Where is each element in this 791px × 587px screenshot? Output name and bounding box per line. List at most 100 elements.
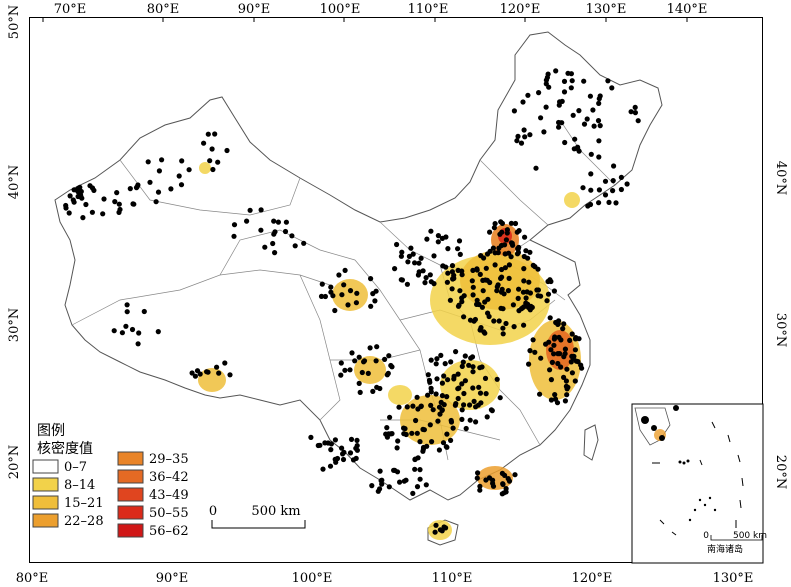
sample-point: [135, 341, 141, 347]
sample-point: [444, 394, 450, 400]
sample-point: [518, 306, 525, 312]
top-label: 70°E: [54, 2, 87, 17]
left-label: 40°N: [7, 165, 22, 199]
sample-point: [215, 159, 221, 165]
sample-point: [576, 148, 582, 154]
sample-point: [516, 228, 522, 234]
sample-point: [543, 81, 549, 87]
sample-point: [486, 475, 493, 481]
sample-point: [367, 345, 373, 351]
sample-point: [420, 268, 426, 274]
sample-point: [345, 302, 351, 308]
sample-point: [569, 331, 575, 337]
sample-point: [123, 323, 129, 329]
sample-point: [451, 373, 457, 379]
legend-swatch: [117, 469, 144, 484]
right-label: 20°N: [773, 455, 788, 489]
sample-point: [628, 109, 634, 115]
sample-point: [425, 372, 431, 378]
sample-point: [192, 373, 198, 379]
sample-point: [155, 329, 161, 335]
sample-point: [585, 203, 591, 209]
sample-point: [394, 241, 400, 248]
sample-point: [428, 357, 434, 363]
sample-point: [189, 370, 195, 376]
sample-point: [424, 236, 430, 242]
sample-point: [420, 448, 426, 454]
scale-zero: 0: [209, 504, 217, 519]
sample-point: [506, 262, 512, 268]
sample-point: [421, 427, 427, 433]
legend-subtitle: 核密度值: [37, 440, 93, 457]
inset-caption: 南海诸岛: [707, 543, 743, 555]
sample-point: [435, 233, 441, 239]
legend-label: 8–14: [64, 478, 95, 493]
sample-point: [606, 199, 612, 205]
sample-point: [500, 481, 506, 487]
left-label: 30°N: [7, 308, 22, 342]
sample-point: [168, 186, 174, 192]
sample-point: [474, 475, 480, 481]
sample-point: [455, 386, 461, 392]
sample-point: [370, 388, 376, 394]
sample-point: [439, 528, 445, 534]
sample-point: [523, 248, 529, 254]
sample-point: [551, 342, 557, 348]
sample-point: [404, 404, 410, 410]
sample-point: [555, 360, 561, 367]
sample-point: [332, 456, 338, 462]
sample-point: [527, 132, 533, 138]
bottom-label: 110°E: [432, 571, 473, 586]
sample-point: [117, 206, 123, 213]
legend-label: 29–35: [149, 452, 189, 467]
sample-point: [514, 138, 520, 144]
sample-point: [548, 397, 555, 403]
sample-point: [430, 407, 436, 413]
sample-point: [452, 402, 458, 408]
sample-point: [536, 90, 542, 96]
sample-point: [587, 93, 594, 99]
sample-point: [356, 380, 362, 386]
sample-point: [145, 159, 151, 165]
sample-point: [156, 168, 162, 174]
sample-point: [499, 220, 505, 226]
sample-point: [71, 187, 77, 193]
sample-point: [207, 158, 213, 164]
sample-point: [494, 288, 500, 294]
sample-point: [521, 253, 527, 260]
sample-point: [209, 146, 215, 152]
legend-label: 15–21: [64, 496, 104, 511]
sample-point: [584, 116, 590, 122]
sample-point: [350, 457, 357, 463]
sample-point: [159, 157, 165, 163]
sample-point: [456, 238, 463, 244]
sample-point: [512, 220, 519, 227]
legend-swatch: [117, 505, 144, 520]
sample-point: [318, 293, 325, 299]
sample-point: [563, 378, 570, 384]
sample-point: [512, 472, 518, 478]
sample-point: [136, 330, 142, 336]
sample-point: [459, 407, 465, 413]
inset-map: 0 500 km 南海诸岛: [631, 403, 767, 564]
sample-point: [119, 330, 125, 336]
sample-point: [455, 395, 461, 402]
sample-point: [474, 297, 480, 303]
sample-point: [561, 321, 567, 327]
sample-point: [227, 372, 233, 378]
sample-point: [471, 398, 477, 404]
sample-point: [214, 364, 220, 370]
sample-point: [354, 437, 360, 443]
sample-point: [444, 431, 450, 437]
sample-point: [394, 445, 400, 451]
sample-point: [478, 400, 484, 406]
sample-point: [571, 353, 577, 359]
sample-point: [632, 104, 638, 110]
sample-point: [399, 277, 405, 283]
sample-point: [328, 447, 334, 453]
sample-point: [63, 202, 69, 209]
sample-point: [551, 351, 557, 357]
sample-point: [529, 304, 535, 310]
sample-point: [377, 468, 383, 474]
